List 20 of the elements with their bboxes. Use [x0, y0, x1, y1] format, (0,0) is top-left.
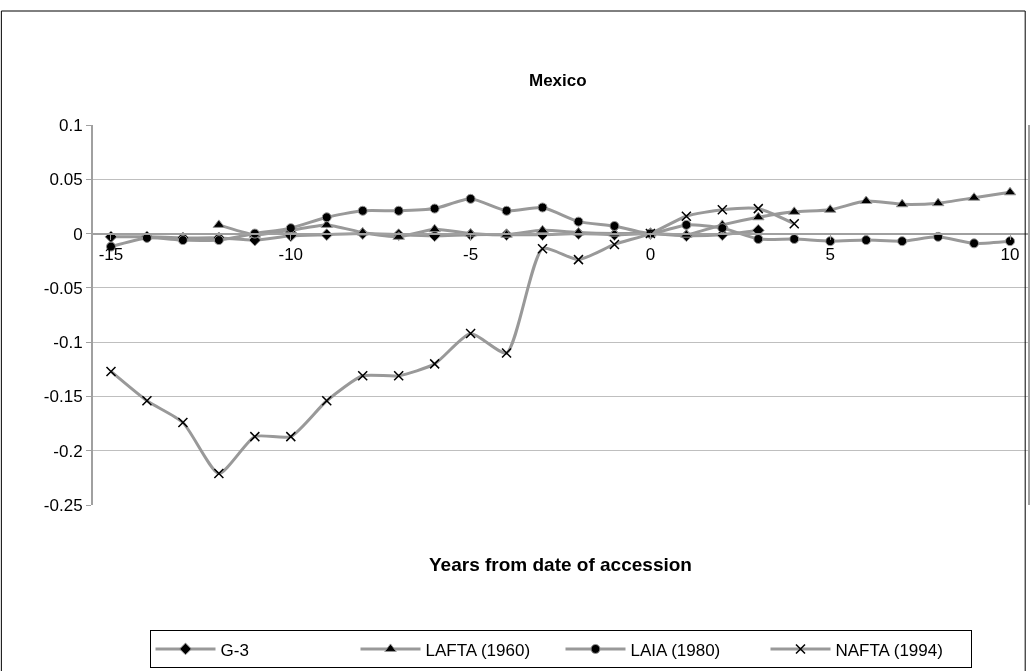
y-tick-label: 0.05	[49, 170, 83, 190]
y-tick-label: -0.05	[43, 278, 83, 298]
legend-label: LAFTA (1960)	[425, 640, 531, 660]
y-tick-label: 0	[73, 224, 83, 244]
chart-title: Mexico	[529, 71, 587, 91]
x-tick-label: -15	[98, 244, 124, 264]
x-tick-label: 10	[1000, 244, 1020, 264]
x-tick-label: -5	[463, 244, 479, 264]
x-axis-title: Years from date of accession	[429, 554, 692, 575]
x-tick-label: 5	[825, 244, 835, 264]
y-tick-label: -0.15	[43, 387, 83, 407]
x-tick-label: 0	[645, 244, 656, 264]
legend-label: LAIA (1980)	[630, 640, 721, 660]
legend-label: NAFTA (1994)	[835, 640, 943, 660]
y-tick-label: -0.25	[43, 495, 83, 515]
y-tick-label: -0.1	[53, 333, 83, 353]
x-tick-label: -10	[278, 244, 304, 264]
y-tick-label: 0.1	[58, 115, 83, 135]
legend-label: G-3	[220, 640, 249, 660]
y-tick-label: -0.2	[53, 441, 83, 461]
